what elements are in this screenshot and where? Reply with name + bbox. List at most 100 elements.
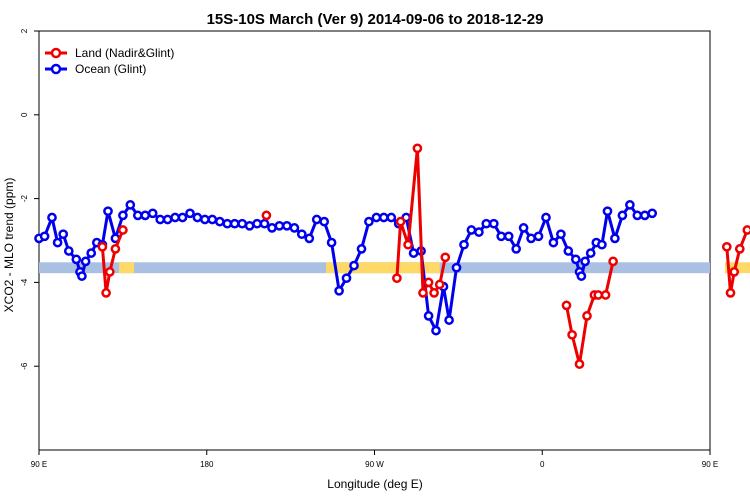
data-point (440, 252, 451, 263)
data-point (608, 256, 618, 267)
data-point (356, 244, 367, 254)
data-point (71, 254, 82, 265)
data-point (311, 214, 322, 225)
data-point (341, 273, 352, 284)
data-point (39, 231, 50, 242)
data-point (600, 290, 611, 300)
land-coverage-band (724, 262, 750, 274)
data-point (155, 214, 166, 225)
data-point (47, 212, 57, 223)
y-tick-label: -6 (20, 362, 29, 370)
data-point (185, 208, 195, 219)
y-tick-label: 2 (20, 28, 29, 33)
data-point (496, 231, 507, 242)
data-point (207, 214, 218, 225)
plot-area (34, 30, 750, 451)
data-point (63, 246, 74, 256)
plot-frame (38, 30, 711, 451)
data-point (289, 223, 300, 233)
y-tick-label: 0 (20, 112, 29, 117)
data-point (429, 288, 439, 298)
data-point (304, 233, 315, 244)
data-point (395, 216, 406, 227)
legend: Land (Nadir&Glint) Ocean (Glint) (45, 46, 174, 76)
series-line (725, 229, 749, 295)
data-point (334, 285, 344, 296)
data-point (570, 254, 581, 265)
data-point (632, 210, 643, 221)
data-point (237, 218, 248, 229)
data-point (423, 311, 434, 321)
data-point (259, 218, 270, 229)
data-point (296, 229, 307, 240)
data-point (222, 218, 233, 229)
data-point (364, 216, 374, 227)
data-point (721, 241, 732, 252)
data-point (610, 233, 620, 244)
data-point (192, 212, 203, 223)
data-point (451, 262, 462, 273)
data-point (214, 216, 225, 227)
data-point (617, 210, 628, 221)
data-point (104, 267, 115, 277)
data-point (563, 246, 574, 256)
data-point (481, 218, 492, 229)
data-point (200, 214, 210, 225)
y-axis-ticks: 2 0 -2 -4 -6 (20, 28, 39, 370)
data-point (548, 237, 559, 248)
data-point (229, 218, 240, 229)
data-point (147, 208, 158, 219)
data-point (597, 239, 607, 250)
data-point (110, 244, 121, 254)
data-point (488, 218, 499, 229)
data-point (533, 231, 544, 242)
x-tick-label: 180 (200, 460, 214, 469)
data-point (582, 311, 592, 321)
data-point (371, 212, 382, 223)
data-point (378, 212, 389, 223)
data-point (412, 143, 423, 154)
data-point (77, 271, 87, 281)
data-point (418, 288, 428, 298)
data-point (118, 210, 128, 221)
data-point (511, 244, 522, 254)
y-tick-label: -4 (20, 278, 29, 286)
data-point (274, 220, 285, 231)
data-point (459, 239, 469, 250)
data-point (282, 220, 292, 231)
x-axis-ticks: 90 E 180 90 W 0 90 E (31, 450, 718, 469)
land-coverage-band (326, 262, 440, 274)
data-point (431, 325, 441, 336)
x-axis-label: Longitude (deg E) (327, 477, 422, 491)
land-coverage-band (119, 262, 135, 274)
data-point (140, 210, 151, 221)
data-point (567, 329, 577, 340)
x-tick-label: 90 W (365, 460, 384, 469)
data-point (408, 248, 419, 258)
data-point (518, 223, 529, 233)
data-point (444, 315, 454, 325)
data-point (349, 260, 359, 271)
x-tick-label: 0 (540, 460, 545, 469)
data-point (80, 256, 91, 267)
legend-ocean-label: Ocean (Glint) (75, 62, 146, 76)
data-point (561, 300, 572, 311)
data-point (392, 273, 402, 284)
data-point (58, 229, 69, 240)
data-point (403, 239, 413, 250)
data-point (170, 212, 180, 223)
series-layer (34, 143, 750, 369)
data-point (734, 244, 745, 254)
data-point (593, 290, 604, 300)
x-tick-label: 90 E (702, 460, 718, 469)
data-point (602, 206, 613, 217)
data-point (86, 248, 97, 258)
y-tick-label: -2 (20, 194, 29, 202)
data-point (556, 229, 566, 240)
data-point (647, 208, 658, 219)
legend-land-label: Land (Nadir&Glint) (75, 46, 174, 60)
legend-ocean-marker (50, 63, 62, 75)
data-point (585, 248, 596, 258)
data-point (474, 227, 484, 237)
